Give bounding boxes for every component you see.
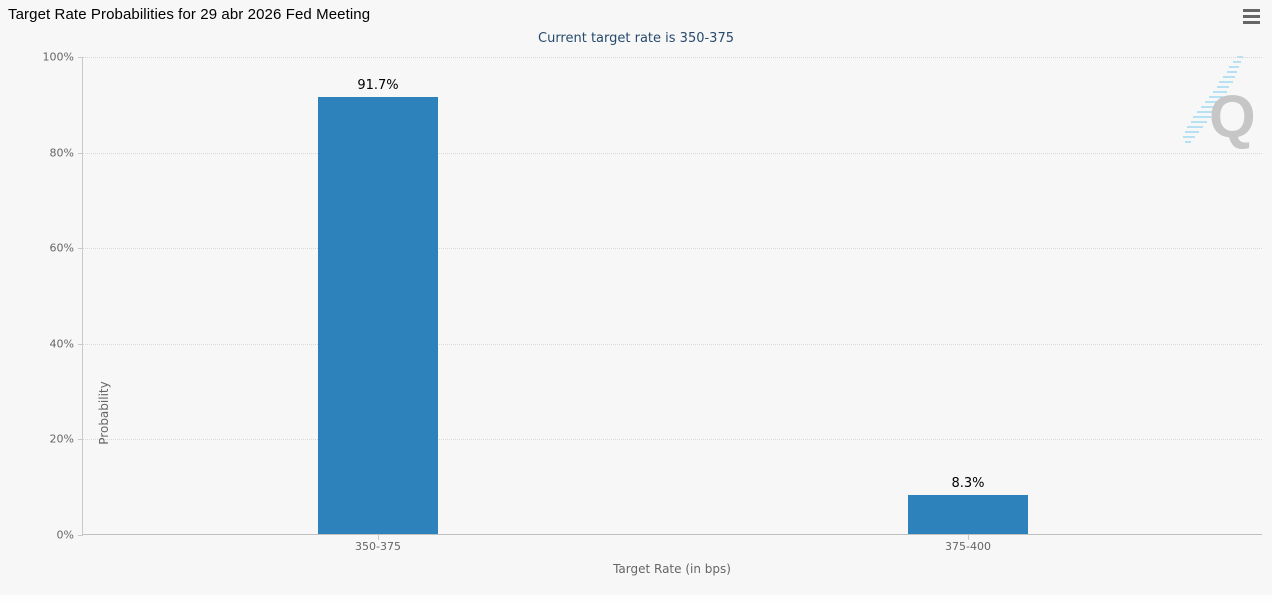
x-axis-tick bbox=[968, 535, 969, 540]
y-axis-tick bbox=[78, 57, 83, 58]
y-axis-tick bbox=[78, 439, 83, 441]
y-axis-tick-label: 100% bbox=[42, 50, 74, 64]
x-axis-category-label: 350-375 bbox=[355, 540, 401, 553]
chart-subtitle: Current target rate is 350-375 bbox=[538, 31, 734, 46]
hamburger-icon bbox=[1243, 21, 1260, 24]
hamburger-icon bbox=[1243, 15, 1260, 18]
x-axis-line bbox=[83, 534, 1262, 535]
y-axis-tick bbox=[78, 535, 83, 536]
x-axis-category-label: 375-400 bbox=[945, 540, 991, 553]
bar-350-375[interactable] bbox=[318, 96, 438, 535]
y-axis-tick bbox=[78, 152, 83, 154]
gridline-80% bbox=[83, 152, 1262, 154]
y-axis-tick-label: 20% bbox=[49, 432, 74, 446]
bar-value-label: 91.7% bbox=[357, 77, 399, 93]
gridline-40% bbox=[83, 343, 1262, 345]
plot-area: 0% 20% 40% 60% 80% 100% 91.7% 8.3% 350-375 375-… bbox=[43, 51, 1262, 553]
chart-context-menu-button[interactable] bbox=[1243, 9, 1260, 24]
y-axis-tick bbox=[78, 248, 83, 250]
gridline-20% bbox=[83, 439, 1262, 441]
y-axis-tick-label: 0% bbox=[56, 528, 74, 542]
gridline-60% bbox=[83, 248, 1262, 250]
bar-375-400[interactable] bbox=[908, 495, 1028, 535]
y-axis-title: Probability bbox=[97, 381, 111, 445]
x-axis-tick bbox=[378, 535, 379, 540]
bar-value-label: 8.3% bbox=[951, 476, 985, 492]
chart-bottom-strip bbox=[0, 595, 1272, 601]
chart-title: Target Rate Probabilities for 29 abr 202… bbox=[8, 6, 371, 23]
gridline-100% bbox=[83, 57, 1262, 58]
hamburger-icon bbox=[1243, 9, 1260, 12]
y-axis-tick-label: 80% bbox=[49, 146, 74, 160]
x-axis-title: Target Rate (in bps) bbox=[613, 562, 731, 576]
y-axis-tick bbox=[78, 343, 83, 345]
y-axis-tick-label: 40% bbox=[49, 337, 74, 351]
y-axis-tick-label: 60% bbox=[49, 241, 74, 255]
